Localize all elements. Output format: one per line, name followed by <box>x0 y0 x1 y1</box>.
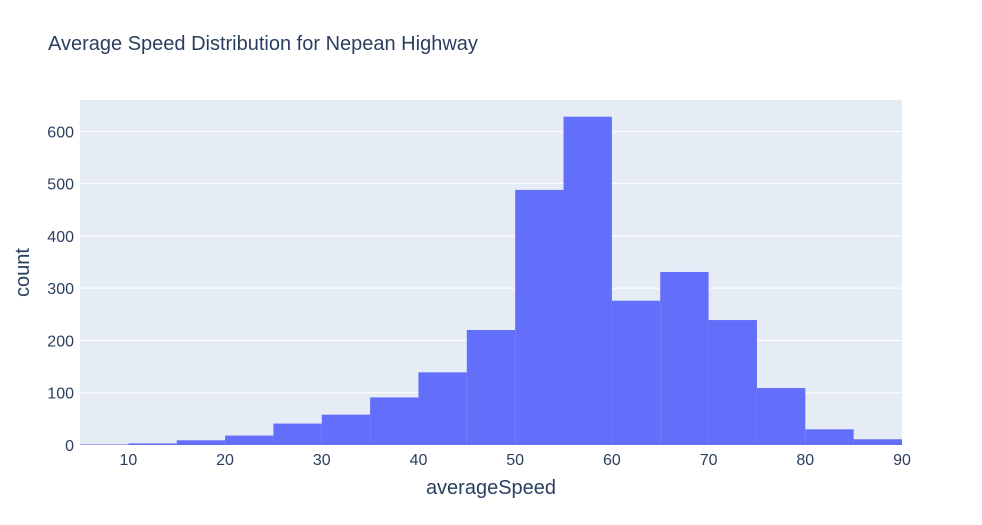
x-tick-label: 90 <box>893 452 911 469</box>
histogram-bar <box>805 429 854 445</box>
histogram-bar <box>176 440 226 445</box>
y-axis-title: count <box>12 248 34 297</box>
y-tick-label: 100 <box>47 386 74 403</box>
histogram-bar <box>418 372 467 445</box>
histogram-bar <box>321 414 371 445</box>
histogram-bar <box>611 300 661 445</box>
x-tick-label: 20 <box>216 452 234 469</box>
histogram-bar <box>128 443 177 445</box>
histogram-bar <box>853 439 902 445</box>
y-axis-ticks: 0 100 200 300 400 500 600 <box>47 124 74 455</box>
histogram-bar <box>225 435 274 445</box>
bars <box>80 116 902 446</box>
y-tick-label: 0 <box>65 438 74 455</box>
y-tick-label: 200 <box>47 333 74 350</box>
histogram-bar <box>273 423 322 445</box>
y-tick-label: 300 <box>47 281 74 298</box>
y-tick-label: 500 <box>47 177 74 194</box>
histogram-bar <box>756 388 806 445</box>
histogram-bar <box>80 444 129 445</box>
histogram-bar <box>660 271 709 445</box>
chart-title: Average Speed Distribution for Nepean Hi… <box>48 33 478 55</box>
x-tick-label: 80 <box>796 452 814 469</box>
x-tick-label: 70 <box>700 452 718 469</box>
y-tick-label: 600 <box>47 124 74 141</box>
x-tick-label: 50 <box>506 452 524 469</box>
histogram-bar <box>563 116 612 446</box>
x-tick-label: 30 <box>313 452 331 469</box>
histogram-bar <box>466 330 516 445</box>
x-tick-label: 60 <box>603 452 621 469</box>
y-tick-label: 400 <box>47 229 74 246</box>
x-tick-label: 10 <box>119 452 137 469</box>
histogram-bar <box>515 189 564 445</box>
x-axis-title: averageSpeed <box>426 477 556 499</box>
x-axis-ticks: 10 20 30 40 50 60 70 80 90 <box>119 452 911 469</box>
histogram-bar <box>370 397 419 445</box>
x-tick-label: 40 <box>410 452 428 469</box>
histogram-bar <box>708 320 757 445</box>
